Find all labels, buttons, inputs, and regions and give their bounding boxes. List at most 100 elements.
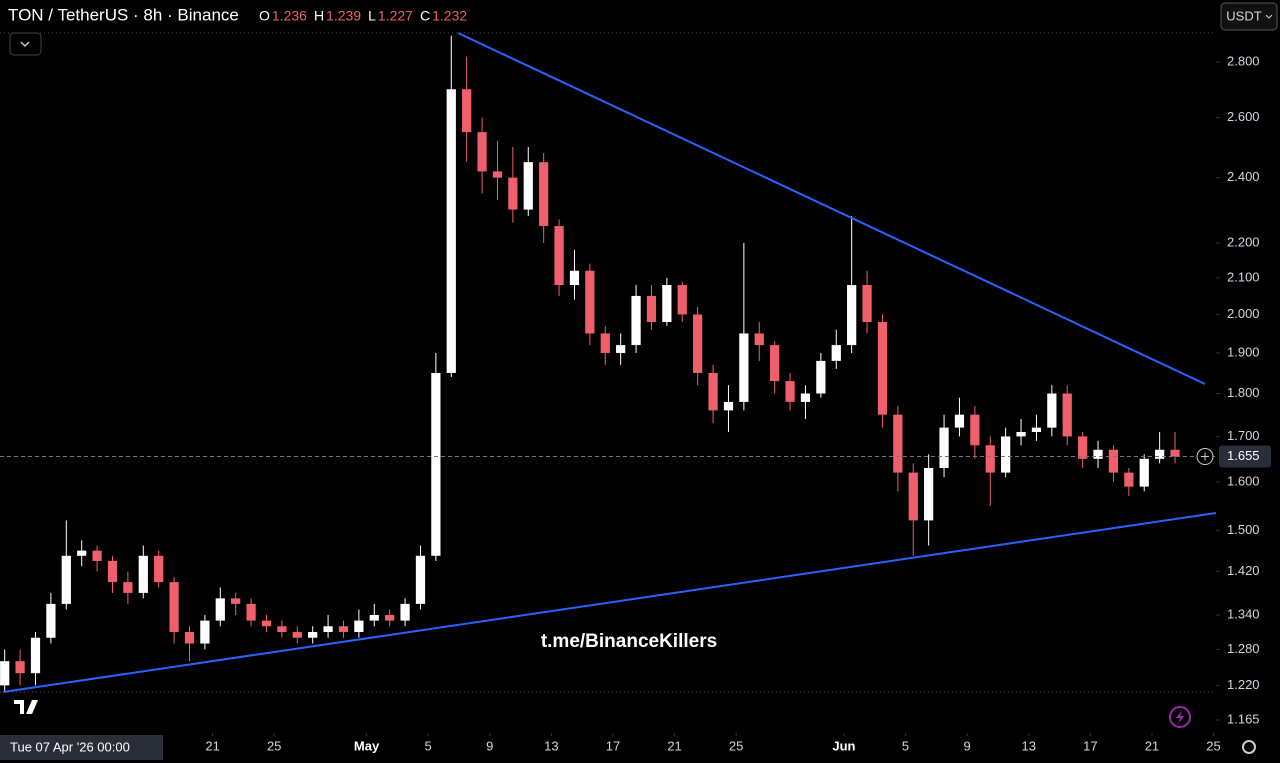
candle-body (1016, 432, 1026, 437)
x-tick-label: 21 (205, 738, 219, 753)
x-tick-label: Jun (832, 738, 855, 753)
candle-body (585, 270, 595, 334)
candle-body (1001, 436, 1011, 473)
y-tick-label: 1.165 (1227, 711, 1260, 726)
candle-body (154, 555, 164, 583)
candle-body (1062, 393, 1072, 437)
ohlc-label: L (368, 8, 376, 24)
candle-body (492, 171, 503, 178)
candle-body (985, 445, 995, 473)
candle-body (800, 393, 811, 402)
candle-body (138, 555, 148, 593)
candle-body (107, 560, 118, 583)
candle-body (1108, 449, 1119, 473)
candle-body (431, 372, 441, 556)
y-tick-label: 1.700 (1227, 428, 1260, 443)
candle-body (924, 467, 934, 521)
y-tick-label: 2.200 (1227, 234, 1260, 249)
candle-body (385, 614, 395, 621)
candle-body (462, 89, 472, 133)
candle-body (46, 603, 56, 638)
plot-area (0, 35, 1216, 692)
candle-body (61, 555, 71, 604)
candle-body (1047, 393, 1057, 428)
candle-body (169, 582, 179, 632)
candle-body (831, 345, 841, 361)
chevron-icon (1265, 14, 1273, 19)
trend-line (2, 512, 1217, 693)
y-tick-label: 1.800 (1227, 385, 1260, 400)
candle-body (523, 162, 533, 210)
y-tick-label: 1.500 (1227, 522, 1260, 537)
candle-body (1078, 436, 1088, 459)
candle-body (231, 598, 241, 604)
candle-body (0, 661, 10, 686)
symbol: TON / TetherUS · 8h · Binance (8, 5, 239, 24)
candle-body (338, 626, 349, 632)
ohlc-value: 1.236 (272, 8, 307, 24)
candle-body (939, 427, 949, 468)
candle-body (92, 550, 102, 561)
candle-body (323, 626, 333, 632)
x-tick-label: May (354, 738, 380, 753)
x-tick-label: 17 (606, 738, 620, 753)
candle-body (1155, 449, 1165, 459)
collapse-button[interactable] (9, 32, 42, 56)
candle-body (600, 333, 610, 353)
time-badge (0, 735, 163, 760)
y-tick-label: 2.400 (1227, 169, 1260, 184)
candle-body (15, 661, 25, 674)
bolt (1176, 710, 1184, 724)
candle-body (1139, 458, 1149, 487)
candle-body (708, 372, 718, 411)
y-tick-label: 2.100 (1227, 269, 1260, 284)
x-tick-label: 25 (729, 738, 743, 753)
candle-body (292, 631, 302, 638)
x-tick-label: 13 (544, 738, 558, 753)
settings-icon[interactable] (1242, 740, 1256, 754)
trend-line (457, 32, 1206, 385)
candle-body (77, 550, 87, 556)
alert-icon[interactable] (1169, 706, 1191, 728)
candle-body (754, 333, 764, 346)
y-tick-label: 1.220 (1227, 677, 1260, 692)
x-tick-label: 5 (902, 738, 909, 753)
plus-icon (1201, 452, 1209, 461)
candle-body (400, 603, 410, 621)
candle-body (862, 285, 872, 322)
candle-body (415, 555, 426, 604)
candle-body (893, 414, 903, 473)
chevron-icon (20, 41, 30, 48)
candle-body (723, 401, 734, 411)
candle-body (646, 295, 657, 322)
currency: USDT (1226, 8, 1261, 23)
candle-body (554, 226, 564, 286)
candle-body (261, 620, 272, 627)
x-tick-label: 9 (486, 738, 493, 753)
last-price-badge (1219, 445, 1271, 468)
axes: 2.800 2.600 2.400 2.200 2.100 2.000 1.900 1.800… (205, 53, 1271, 753)
candle-body (662, 285, 672, 322)
candle-body (693, 314, 703, 373)
x-tick-label: 21 (1145, 738, 1159, 753)
candle-body (569, 270, 580, 286)
candle-body (970, 414, 980, 446)
ohlc-label: O (259, 8, 270, 24)
candle-body (908, 472, 918, 521)
candle-body (184, 631, 195, 644)
x-tick-label: 21 (667, 738, 681, 753)
x-tick-label: 9 (964, 738, 971, 753)
candle-body (508, 177, 518, 210)
candle-body (354, 620, 364, 632)
last-price-label: 1.655 (1227, 448, 1260, 463)
crosshair-time: Tue 07 Apr '26 00:00 (10, 739, 130, 754)
candle-body (123, 582, 133, 593)
y-tick-label: 1.600 (1227, 473, 1260, 488)
x-tick-label: 5 (425, 738, 432, 753)
candle-body (616, 345, 626, 353)
candle-body (477, 132, 487, 172)
y-tick-label: 1.280 (1227, 641, 1260, 656)
ohlc-value: 1.239 (326, 8, 361, 24)
currency-button[interactable] (1220, 2, 1278, 31)
